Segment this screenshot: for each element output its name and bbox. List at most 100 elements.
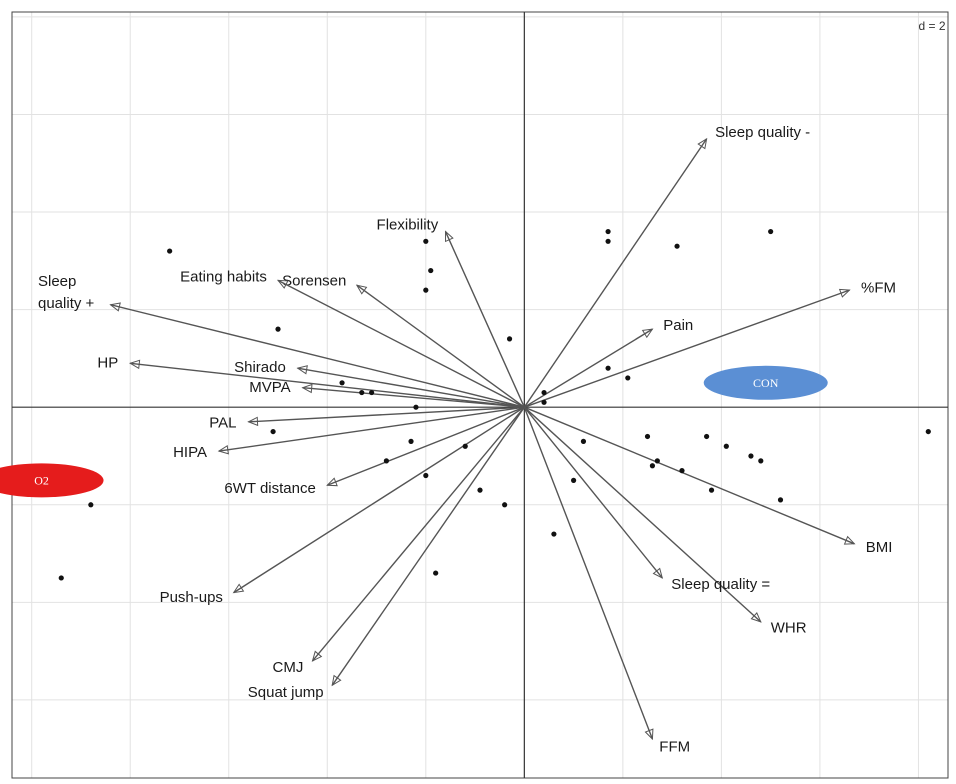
variable-label: PAL (209, 414, 236, 431)
variable-arrow (327, 406, 525, 486)
variable-arrow (524, 406, 855, 545)
arrow-head (217, 445, 229, 455)
axes (11, 11, 949, 779)
data-point (275, 326, 281, 332)
data-point (339, 380, 345, 386)
variable-arrow (218, 406, 525, 452)
data-point (605, 365, 611, 371)
data-point (571, 477, 577, 483)
variable-label: Shirado (234, 359, 286, 376)
data-point (88, 502, 94, 508)
variable-arrow (233, 406, 525, 594)
data-point (708, 487, 715, 493)
variable-arrow (444, 231, 525, 408)
variable-arrow (356, 284, 525, 408)
data-point (423, 238, 429, 244)
variable-label: HIPA (173, 444, 207, 461)
data-point (423, 287, 429, 293)
arrow-head (843, 535, 856, 545)
arrow-head (445, 230, 454, 243)
variable-arrow (277, 279, 525, 408)
variable-label: Flexibility (377, 216, 439, 233)
data-point (704, 433, 710, 440)
data-point (462, 443, 468, 449)
variable-arrow (302, 386, 525, 408)
variable-label: MVPA (249, 379, 290, 396)
arrow-head (750, 611, 762, 623)
variable-arrow (523, 406, 762, 623)
arrow-head (232, 583, 245, 594)
variable-arrow (524, 289, 850, 408)
data-point (383, 458, 389, 464)
data-point (925, 428, 931, 435)
variable-arrow (523, 406, 654, 740)
arrow-head (355, 284, 368, 295)
variable-label: HP (97, 354, 118, 371)
data-point (413, 404, 419, 410)
data-point (58, 575, 64, 581)
group-label: CON (753, 376, 779, 390)
variable-arrow (110, 304, 525, 408)
variable-label: Squat jump (248, 684, 324, 701)
data-point (428, 267, 434, 274)
variable-arrow (523, 138, 708, 408)
variable-label: Sleep quality = (671, 576, 770, 593)
variable-arrow (297, 367, 525, 408)
data-point (644, 433, 651, 440)
group-ellipse (0, 463, 104, 498)
data-point (167, 248, 173, 254)
data-point (506, 336, 513, 342)
data-point (654, 458, 660, 464)
variable-label: CMJ (273, 659, 304, 676)
variable-label: 6WT distance (224, 480, 315, 497)
data-point (777, 497, 784, 503)
variable-label: BMI (866, 539, 893, 556)
group-ellipses: O2 CON (0, 365, 828, 498)
data-point (580, 438, 587, 444)
arrow-head (641, 328, 654, 339)
variable-arrow (331, 406, 525, 686)
observation-points (58, 228, 931, 581)
arrow-head (109, 302, 121, 312)
plot-frame (11, 11, 949, 779)
data-point (551, 531, 557, 537)
data-point (541, 399, 547, 405)
arrow-head (301, 383, 313, 394)
variable-label: %FM (861, 279, 896, 296)
variable-label-line: quality + (38, 295, 95, 312)
data-point (433, 570, 439, 576)
data-point (758, 458, 764, 464)
variable-label: Eating habits (180, 269, 267, 286)
variable-label: Sleep quality + (38, 273, 95, 312)
variable-label: FFM (659, 738, 690, 755)
arrow-head (644, 728, 654, 741)
scale-label: d = 2 (918, 19, 945, 33)
variable-arrows: Sleep quality - Flexibility Sorensen Eating… (38, 124, 896, 755)
data-point (723, 443, 729, 449)
variable-arrow (523, 406, 663, 579)
variable-label: Pain (663, 317, 693, 334)
data-point (674, 243, 680, 249)
variable-label: Push-ups (160, 589, 223, 606)
arrow-head (247, 416, 259, 427)
data-point (605, 228, 611, 235)
arrow-head (697, 137, 708, 150)
data-point (649, 463, 656, 469)
data-point (541, 389, 547, 396)
variable-label: Sleep quality - (715, 124, 810, 141)
data-point (502, 502, 508, 508)
data-point (748, 453, 754, 459)
data-point (369, 389, 375, 396)
data-point (625, 375, 631, 381)
data-point (359, 389, 365, 396)
data-point (477, 487, 483, 493)
arrow-head (838, 288, 851, 298)
data-point (270, 428, 276, 435)
variable-arrow (130, 362, 525, 408)
group-ellipse (703, 365, 828, 400)
data-point (423, 472, 429, 479)
variable-label: Sorensen (282, 273, 346, 290)
data-point (605, 238, 611, 244)
arrow-head (296, 365, 308, 375)
